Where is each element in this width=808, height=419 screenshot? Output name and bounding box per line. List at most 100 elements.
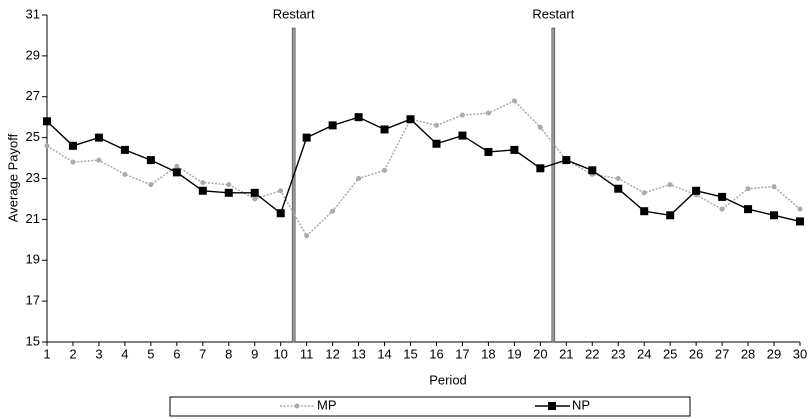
x-tick-label: 3 xyxy=(95,346,102,361)
marker xyxy=(432,139,441,148)
marker xyxy=(44,143,50,149)
marker xyxy=(797,206,803,212)
y-tick-label: 27 xyxy=(26,88,40,103)
marker xyxy=(354,113,363,122)
marker xyxy=(120,145,129,154)
marker xyxy=(356,176,362,181)
marker xyxy=(641,190,647,196)
x-tick-label: 17 xyxy=(455,346,469,361)
marker xyxy=(382,167,388,173)
marker xyxy=(174,163,180,169)
marker xyxy=(771,184,777,190)
series-line xyxy=(46,116,801,223)
annotation: Restart xyxy=(532,6,574,21)
marker xyxy=(276,209,285,218)
marker xyxy=(719,206,725,212)
x-tick-label: 16 xyxy=(429,346,443,361)
marker xyxy=(148,182,154,188)
marker xyxy=(68,141,77,150)
annotation: Restart xyxy=(273,6,315,21)
x-tick-label: 13 xyxy=(351,346,365,361)
y-tick-label: 17 xyxy=(26,293,40,308)
x-tick-label: 23 xyxy=(611,346,625,361)
x-tick-label: 1 xyxy=(43,346,50,361)
x-tick-label: 30 xyxy=(793,346,807,361)
x-tick-label: 14 xyxy=(377,346,391,361)
marker xyxy=(146,156,155,165)
legend-label: NP xyxy=(572,397,590,412)
x-tick-label: 28 xyxy=(741,346,755,361)
x-tick-label: 22 xyxy=(585,346,599,361)
marker xyxy=(94,133,103,142)
x-tick-label: 4 xyxy=(121,346,128,361)
x-tick-label: 11 xyxy=(300,346,314,361)
legend-box xyxy=(169,396,691,417)
marker xyxy=(96,157,102,163)
marker xyxy=(278,188,284,194)
x-tick-label: 10 xyxy=(273,346,287,361)
x-axis-label: Period xyxy=(429,372,467,387)
y-tick-label: 25 xyxy=(26,129,40,144)
marker xyxy=(484,147,493,156)
y-tick-label: 19 xyxy=(26,252,40,267)
marker xyxy=(380,125,389,134)
legend-label: MP xyxy=(317,397,337,412)
marker xyxy=(485,110,491,116)
marker xyxy=(250,188,259,197)
marker xyxy=(615,176,621,181)
x-tick-label: 8 xyxy=(225,346,232,361)
marker xyxy=(200,180,206,186)
legend-marker xyxy=(548,402,556,410)
x-tick-label: 5 xyxy=(147,346,154,361)
restart-line xyxy=(551,27,556,343)
x-tick-label: 29 xyxy=(767,346,781,361)
marker xyxy=(406,115,415,124)
marker xyxy=(198,186,207,195)
marker xyxy=(744,205,753,214)
marker xyxy=(433,122,439,128)
marker xyxy=(718,192,727,201)
marker xyxy=(510,145,519,154)
x-tick-label: 2 xyxy=(69,346,76,361)
series-line xyxy=(46,99,801,237)
x-tick-label: 12 xyxy=(325,346,339,361)
marker xyxy=(770,211,779,220)
marker xyxy=(536,164,545,173)
marker xyxy=(122,171,128,177)
marker xyxy=(304,233,310,239)
x-tick-label: 27 xyxy=(715,346,729,361)
marker xyxy=(588,166,597,175)
y-tick-label: 21 xyxy=(26,211,40,226)
marker xyxy=(458,131,467,140)
x-tick-label: 25 xyxy=(663,346,677,361)
marker xyxy=(537,124,543,130)
marker xyxy=(562,156,571,165)
marker xyxy=(614,184,623,193)
marker xyxy=(172,168,181,177)
marker xyxy=(640,207,649,216)
marker xyxy=(226,182,232,188)
y-tick-label: 15 xyxy=(26,333,40,348)
marker xyxy=(330,208,336,214)
marker xyxy=(224,188,233,197)
x-tick-label: 9 xyxy=(251,346,258,361)
y-tick-label: 29 xyxy=(26,47,40,62)
x-tick-label: 24 xyxy=(637,346,651,361)
x-tick-label: 21 xyxy=(559,346,573,361)
marker xyxy=(70,159,76,165)
marker xyxy=(745,186,751,192)
marker xyxy=(302,133,311,142)
marker xyxy=(796,217,804,226)
marker xyxy=(459,112,465,118)
marker xyxy=(43,117,51,126)
marker xyxy=(511,98,517,104)
restart-line xyxy=(291,27,296,343)
marker xyxy=(692,186,701,195)
marker xyxy=(328,121,337,130)
y-axis-label: Average Payoff xyxy=(5,133,20,222)
legend-marker xyxy=(294,403,300,409)
y-tick-label: 31 xyxy=(26,6,40,21)
x-tick-label: 19 xyxy=(507,346,521,361)
